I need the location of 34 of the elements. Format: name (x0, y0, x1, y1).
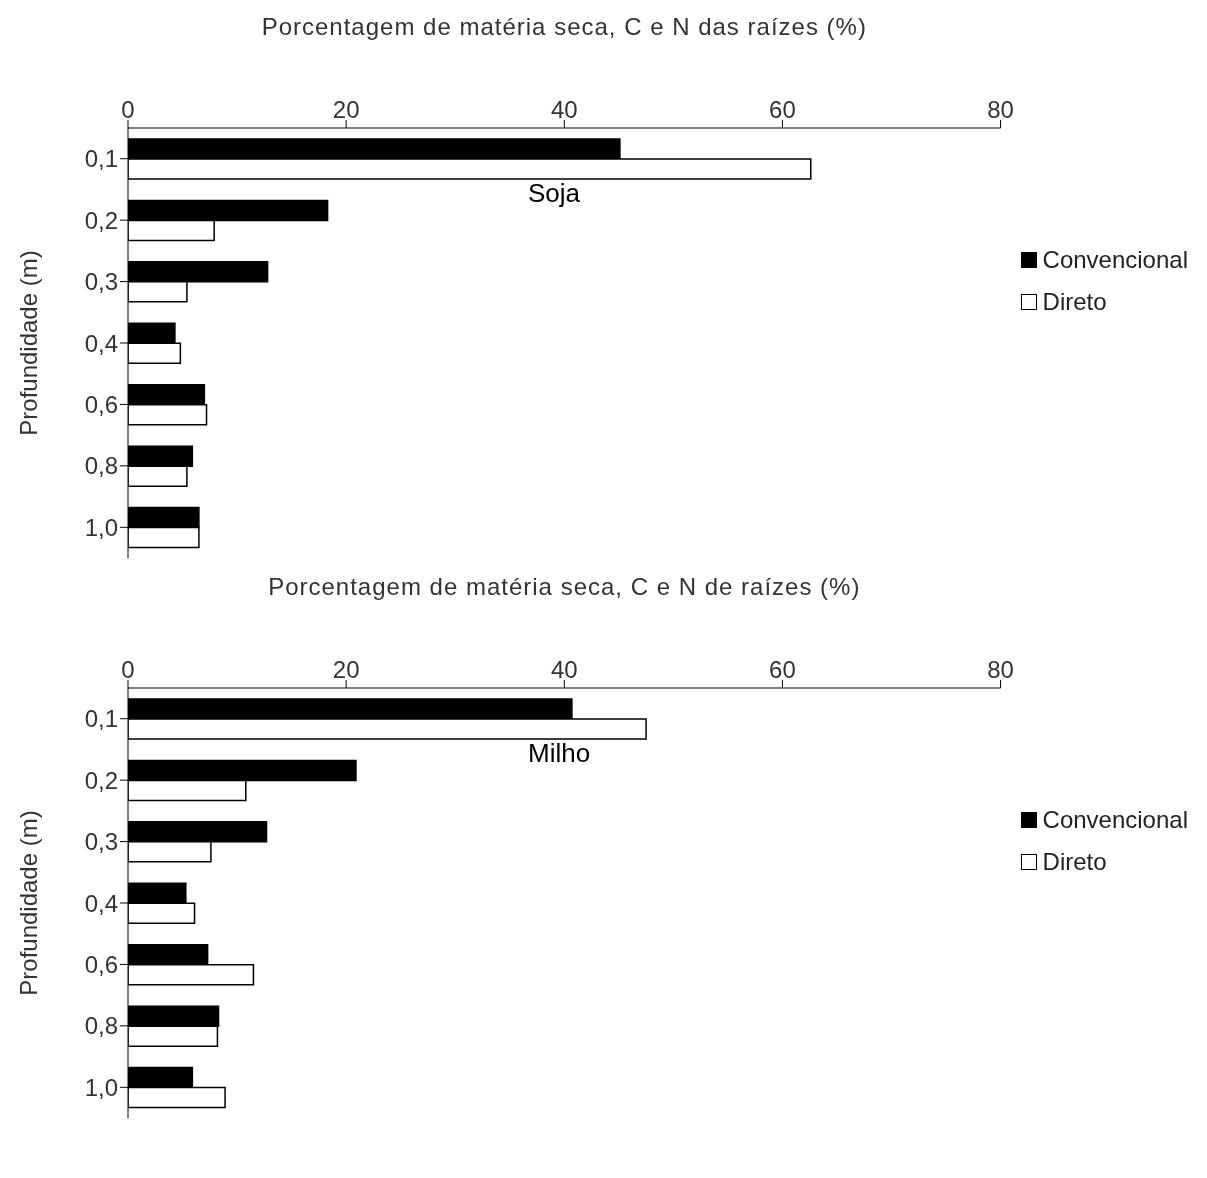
y-axis-title: Profundidade (m) (14, 250, 42, 436)
y-axis-title: Profundidade (m) (14, 810, 42, 996)
y-tick-label: 0,1 (84, 145, 118, 173)
legend-label: Direto (1042, 848, 1107, 876)
x-tick-label: 20 (332, 96, 360, 123)
y-tick-label: 0,6 (84, 950, 118, 978)
x-tick-label: 40 (550, 656, 578, 683)
annotation: Milho (528, 738, 591, 769)
y-tick-label: 0,8 (84, 1012, 118, 1040)
y-tick-label: 0,4 (84, 329, 118, 357)
y-tick-label: 0,2 (84, 206, 118, 234)
x-tick-label: 20 (332, 656, 360, 683)
x-tick-label: 80 (987, 96, 1014, 123)
x-tick-label: 60 (769, 96, 796, 123)
x-tick-label: 80 (987, 656, 1014, 683)
annotation: Soja (528, 178, 581, 209)
y-tick-label: 1,0 (84, 513, 118, 541)
legend-label: Convencional (1042, 806, 1188, 834)
y-tick-label: 0,8 (84, 452, 118, 480)
y-tick-label: 0,2 (84, 766, 118, 794)
x-tick-label: 0 (121, 656, 135, 683)
x-tick-label: 0 (121, 96, 135, 123)
x-axis-title: Porcentagem de matéria seca, C e N das raízes (%) (261, 13, 867, 41)
y-tick-label: 0,3 (84, 268, 118, 296)
y-tick-label: 1,0 (84, 1073, 118, 1101)
y-tick-label: 0,6 (84, 390, 118, 418)
y-tick-label: 0,4 (84, 889, 118, 917)
legend-label: Convencional (1042, 246, 1188, 274)
x-tick-label: 40 (550, 96, 578, 123)
x-tick-label: 60 (769, 656, 796, 683)
x-axis-title: Porcentagem de matéria seca, C e N de raízes (%) (268, 573, 861, 601)
legend-label: Direto (1042, 288, 1107, 316)
y-tick-label: 0,3 (84, 828, 118, 856)
y-tick-label: 0,1 (84, 705, 118, 733)
